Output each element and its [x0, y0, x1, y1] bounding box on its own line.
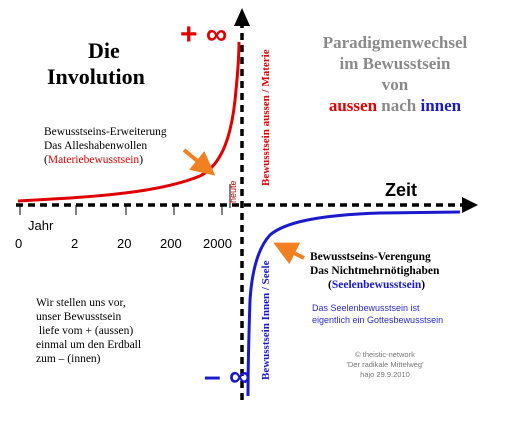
- contraction-open-paren: (: [328, 279, 332, 291]
- contraction-line2: Das Nichtmehrnötighaben: [310, 265, 440, 277]
- expansion-close-paren: ): [139, 154, 144, 166]
- title-line2: Involution: [47, 64, 145, 89]
- paradigm-middle: nach: [381, 96, 417, 115]
- time-axis-label: Zeit: [385, 180, 418, 200]
- tick-label-2: 2: [71, 236, 79, 251]
- expansion-line2: Das Alleshabenwollen: [44, 140, 148, 152]
- minus-infinity-label: – ∞: [204, 360, 251, 393]
- expansion-line1: Bewusstseins-Erweiterung: [44, 126, 167, 138]
- contraction-term: Seelenbewusstsein: [331, 279, 422, 291]
- upper-vertical-label: Bewusstsein aussen / Materie: [260, 49, 272, 186]
- left-note-line3: liefe vom + (aussen): [36, 325, 134, 337]
- lower-vertical-label: Bewusstsein Innen / Seele: [260, 260, 272, 380]
- today-label: heute: [228, 180, 238, 203]
- expansion-line3: (Materiebewusstsein): [44, 153, 167, 167]
- time-axis-arrowhead: [462, 197, 478, 213]
- copyright-block: © theistic-network 'Der radikale Mittelw…: [330, 350, 440, 380]
- expansion-pointer-arrow: [182, 148, 216, 176]
- contraction-line3: (Seelenbewusstsein): [310, 278, 439, 292]
- left-note-line4: einmal um den Erdball: [36, 339, 142, 351]
- paradigm-block: Paradigmenwechsel im Bewusstsein von aus…: [300, 32, 490, 116]
- paradigm-line1: Paradigmenwechsel: [322, 33, 468, 52]
- contraction-curve: [246, 210, 461, 397]
- tick-label-2000: 2000: [203, 236, 232, 251]
- blue-note-line2: eigentlich ein Gottesbewusstsein: [312, 315, 444, 325]
- left-note: Wir stellen uns vor, unser Bewusstsein l…: [36, 296, 141, 366]
- paradigm-from: aussen: [328, 96, 378, 115]
- paradigm-to: innen: [420, 96, 462, 115]
- paradigm-line2: im Bewusstsein: [339, 54, 451, 73]
- copyright-line1: © theistic-network: [355, 350, 415, 359]
- copyright-line2: 'Der radikale Mittelweg': [346, 360, 424, 369]
- tick-label-0: 0: [15, 236, 23, 251]
- expansion-term: Materiebewusstsein: [47, 154, 140, 166]
- left-note-line5: zum – (innen): [36, 353, 101, 365]
- expansion-block: Bewusstseins-Erweiterung Das Alleshabenw…: [44, 125, 167, 167]
- left-note-line1: Wir stellen uns vor,: [36, 297, 126, 309]
- contraction-close-paren: ): [421, 279, 426, 291]
- copyright-line3: hajo 29.9.2010: [360, 370, 410, 379]
- contraction-line1: Bewusstseins-Verengung: [310, 251, 431, 263]
- title-line1: Die: [88, 38, 120, 63]
- vertical-axis-arrowhead: [234, 8, 250, 26]
- tick-label-20: 20: [117, 236, 132, 251]
- left-note-line2: unser Bewusstsein: [36, 311, 122, 323]
- paradigm-line4: aussen nach innen: [300, 95, 490, 116]
- contraction-block: Bewusstseins-Verengung Das Nichtmehrnöti…: [310, 250, 439, 292]
- year-axis-label: Jahr: [28, 218, 54, 233]
- contraction-pointer-arrow: [273, 242, 305, 265]
- tick-label-200: 200: [160, 236, 182, 251]
- blue-note: Das Seelenbewusstsein ist eigentlich ein…: [312, 302, 443, 326]
- paradigm-line3: von: [381, 75, 409, 94]
- expansion-open-paren: (: [44, 154, 48, 166]
- blue-note-line1: Das Seelenbewusstsein ist: [312, 303, 420, 313]
- plus-infinity-label: + ∞: [180, 18, 228, 51]
